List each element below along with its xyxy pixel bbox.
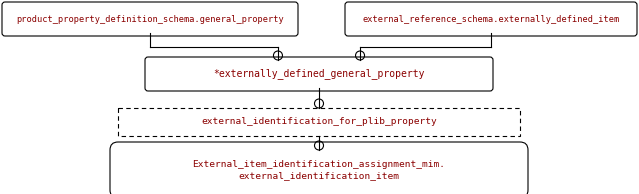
Text: External_item_identification_assignment_mim.
external_identification_item: External_item_identification_assignment_… bbox=[192, 160, 445, 180]
FancyBboxPatch shape bbox=[345, 2, 637, 36]
Text: external_identification_for_plib_property: external_identification_for_plib_propert… bbox=[201, 118, 437, 126]
FancyBboxPatch shape bbox=[2, 2, 298, 36]
Bar bbox=[118, 108, 520, 136]
Text: product_property_definition_schema.general_property: product_property_definition_schema.gener… bbox=[16, 15, 284, 23]
Text: external_reference_schema.externally_defined_item: external_reference_schema.externally_def… bbox=[362, 15, 620, 23]
FancyBboxPatch shape bbox=[145, 57, 493, 91]
FancyBboxPatch shape bbox=[110, 142, 528, 194]
Text: *externally_defined_general_property: *externally_defined_general_property bbox=[213, 68, 425, 80]
